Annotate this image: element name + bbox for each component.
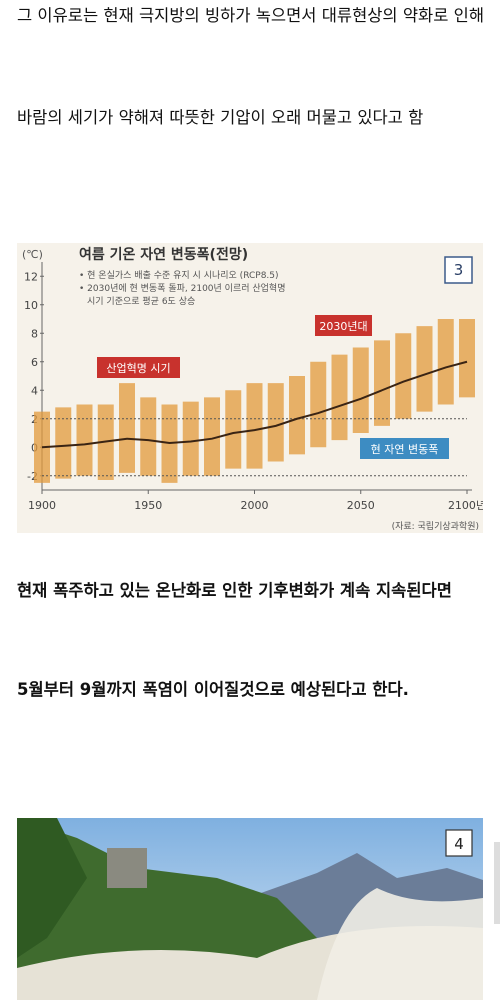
paragraph: 그 이유로는 현재 극지방의 빙하가 녹으면서 대류현상의 약화로 인해 [17, 6, 484, 25]
scrollbar [494, 842, 500, 924]
annotation: 현 자연 변동폭 [371, 443, 439, 456]
y-tick-label: 8 [31, 327, 38, 340]
bold-paragraph: 현재 폭주하고 있는 온난화로 인한 기후변화가 계속 지속된다면 [17, 581, 452, 600]
bold-paragraph: 5월부터 9월까지 폭염이 이어질것으로 예상된다고 한다. [17, 680, 409, 699]
x-tick-label: 2100년 [448, 499, 483, 512]
chart-note: • 현 온실가스 배출 수준 유지 시 시나리오 (RCP8.5) [79, 270, 279, 281]
y-axis-label: (℃) [22, 248, 43, 261]
annotation-box [97, 357, 180, 378]
chart-note: 시기 기준으로 평균 6도 상승 [87, 296, 195, 307]
silver-grass [317, 888, 483, 1000]
annotation-box [360, 438, 449, 459]
y-tick-label: 10 [24, 299, 38, 312]
badge: 4 [454, 835, 464, 853]
chart-note: • 2030년에 현 변동폭 돌파, 2100년 이르러 산업혁명 [79, 283, 286, 294]
y-tick-label: 6 [31, 356, 38, 369]
badge-box [445, 829, 473, 857]
x-tick-label: 2050 [347, 499, 375, 512]
x-tick-label: 2000 [241, 499, 269, 512]
building [107, 848, 147, 888]
chart-image: (℃) 여름 기온 자연 변동폭(전망) • 현 온실가스 배출 수준 유지 시… [17, 243, 483, 533]
trend-line [41, 360, 468, 449]
badge: 3 [454, 261, 464, 279]
paragraph: 바람의 세기가 약해져 따뜻한 기압이 오래 머물고 있다고 함 [17, 108, 424, 127]
x-tick-label: 1900 [28, 499, 56, 512]
x-tick-label: 1950 [134, 499, 162, 512]
y-tick-label: -2 [27, 470, 38, 483]
chart-source: (자료: 국립기상과학원) [392, 521, 479, 532]
photo: 4 [17, 818, 483, 1000]
annotation: 산업혁명 시기 [106, 362, 170, 375]
annotation-box [315, 315, 372, 336]
y-tick-label: 12 [24, 270, 38, 283]
chart-title: 여름 기온 자연 변동폭(전망) [79, 246, 248, 263]
trees [17, 818, 87, 958]
annotation: 2030년대 [319, 320, 367, 333]
y-tick-label: 4 [31, 384, 38, 397]
badge-box [444, 256, 473, 284]
